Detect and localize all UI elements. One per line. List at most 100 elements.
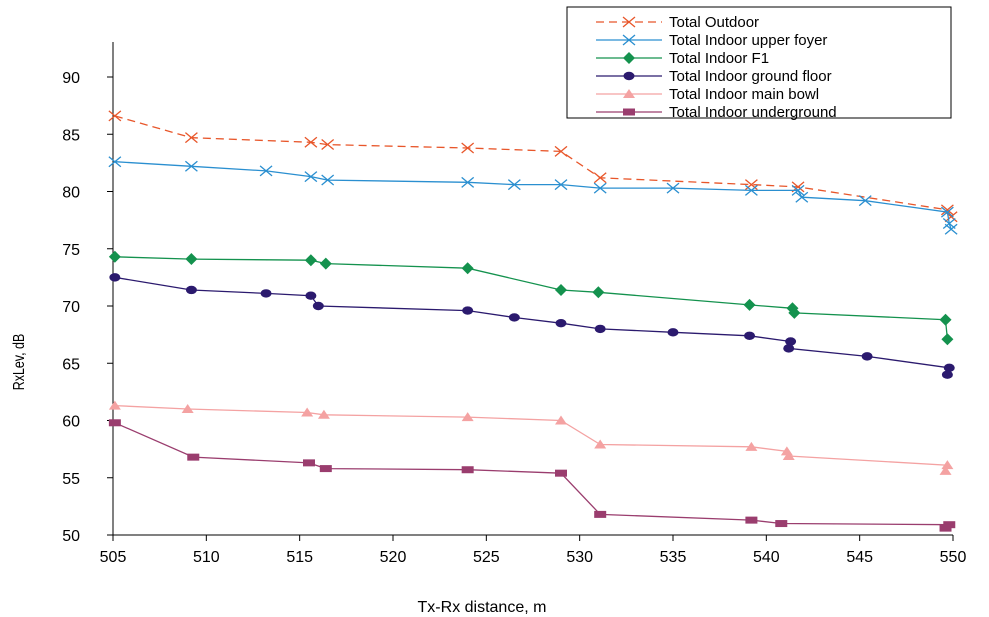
data-point	[321, 174, 335, 186]
data-point	[940, 204, 954, 216]
data-point	[594, 324, 606, 334]
y-tick-label: 60	[62, 414, 80, 431]
legend-entry: Total Outdoor	[596, 14, 759, 31]
legend-marker	[622, 16, 636, 28]
series-line	[114, 422, 951, 529]
series-line	[114, 115, 952, 218]
data-point	[554, 179, 568, 191]
data-point	[593, 182, 607, 194]
data-point	[941, 333, 954, 346]
series-0	[108, 110, 958, 223]
y-tick-label: 75	[62, 242, 80, 259]
data-point	[461, 176, 475, 188]
series-line	[114, 404, 949, 472]
legend-label: Total Indoor upper foyer	[669, 32, 827, 49]
x-tick-label: 535	[660, 549, 687, 566]
data-point	[259, 165, 273, 177]
data-point	[791, 184, 805, 196]
data-point	[744, 179, 758, 191]
data-point	[317, 409, 330, 419]
legend-entry: Total Indoor F1	[596, 50, 769, 67]
data-point	[941, 370, 953, 379]
legend-marker	[623, 89, 635, 98]
data-point	[461, 412, 474, 422]
data-point	[187, 453, 200, 461]
data-point	[783, 344, 795, 353]
data-point	[321, 139, 335, 151]
data-point	[745, 441, 758, 451]
legend-label: Total Indoor ground floor	[669, 68, 832, 85]
data-point	[508, 313, 520, 322]
data-point	[108, 110, 122, 122]
data-point	[775, 520, 788, 528]
x-tick-label: 540	[753, 549, 780, 566]
x-axis-ticks: 505 510 515 520 525 530 535 540 545 550	[100, 535, 966, 566]
x-tick-label: 525	[473, 549, 500, 566]
legend-marker	[623, 71, 635, 81]
data-point	[108, 250, 121, 263]
data-point	[305, 291, 317, 300]
series-layer	[108, 110, 958, 532]
data-point	[319, 257, 332, 270]
legend-entry: Total Indoor underground	[596, 104, 837, 121]
y-tick-label: 90	[62, 70, 80, 87]
series-3	[109, 273, 955, 379]
series-5	[108, 419, 956, 532]
data-point	[788, 306, 801, 319]
x-tick-label: 510	[193, 549, 220, 566]
data-point	[304, 171, 318, 183]
data-point	[185, 253, 198, 266]
data-point	[858, 195, 872, 207]
data-point	[861, 352, 873, 361]
data-point	[184, 132, 198, 144]
data-point	[554, 145, 568, 157]
data-point	[939, 313, 952, 326]
data-point	[940, 206, 954, 218]
data-point	[260, 289, 272, 298]
y-tick-label: 50	[62, 528, 80, 545]
data-point	[939, 524, 952, 532]
series-4	[108, 400, 954, 475]
legend-marker	[623, 108, 635, 116]
series-1	[108, 156, 958, 235]
data-point	[944, 223, 958, 235]
data-point	[795, 191, 809, 203]
data-point	[461, 262, 474, 275]
series-line	[114, 276, 951, 375]
data-point	[462, 306, 474, 315]
data-point	[785, 337, 797, 346]
y-tick-label: 80	[62, 185, 80, 202]
y-axis-ticks: 50 55 60 65 70 75 80 85 90	[62, 70, 113, 545]
legend-entry: Total Indoor upper foyer	[596, 32, 827, 49]
legend-label: Total Indoor F1	[669, 50, 769, 67]
y-axis-title: RxLev, dB	[11, 334, 29, 391]
y-tick-label: 85	[62, 127, 80, 144]
data-point	[555, 469, 567, 477]
y-tick-label: 65	[62, 356, 80, 373]
legend-label: Total Indoor underground	[669, 104, 837, 121]
y-tick-label: 55	[62, 471, 80, 488]
data-point	[743, 298, 756, 311]
x-tick-label: 505	[100, 549, 127, 566]
data-point	[593, 172, 607, 184]
data-point	[184, 160, 198, 172]
legend-label: Total Outdoor	[669, 14, 759, 31]
data-point	[304, 136, 318, 148]
data-point	[744, 331, 756, 340]
data-point	[109, 273, 121, 282]
data-point	[943, 363, 955, 373]
data-point	[939, 465, 952, 475]
data-point	[666, 182, 680, 194]
data-point	[461, 466, 474, 474]
x-axis-title: Tx-Rx distance, m	[418, 599, 547, 616]
data-point	[108, 400, 121, 410]
data-point	[507, 179, 521, 191]
data-point	[185, 285, 197, 295]
data-point	[594, 510, 607, 518]
series-2	[108, 250, 954, 346]
data-point	[592, 286, 605, 299]
legend-label: Total Indoor main bowl	[669, 86, 819, 103]
